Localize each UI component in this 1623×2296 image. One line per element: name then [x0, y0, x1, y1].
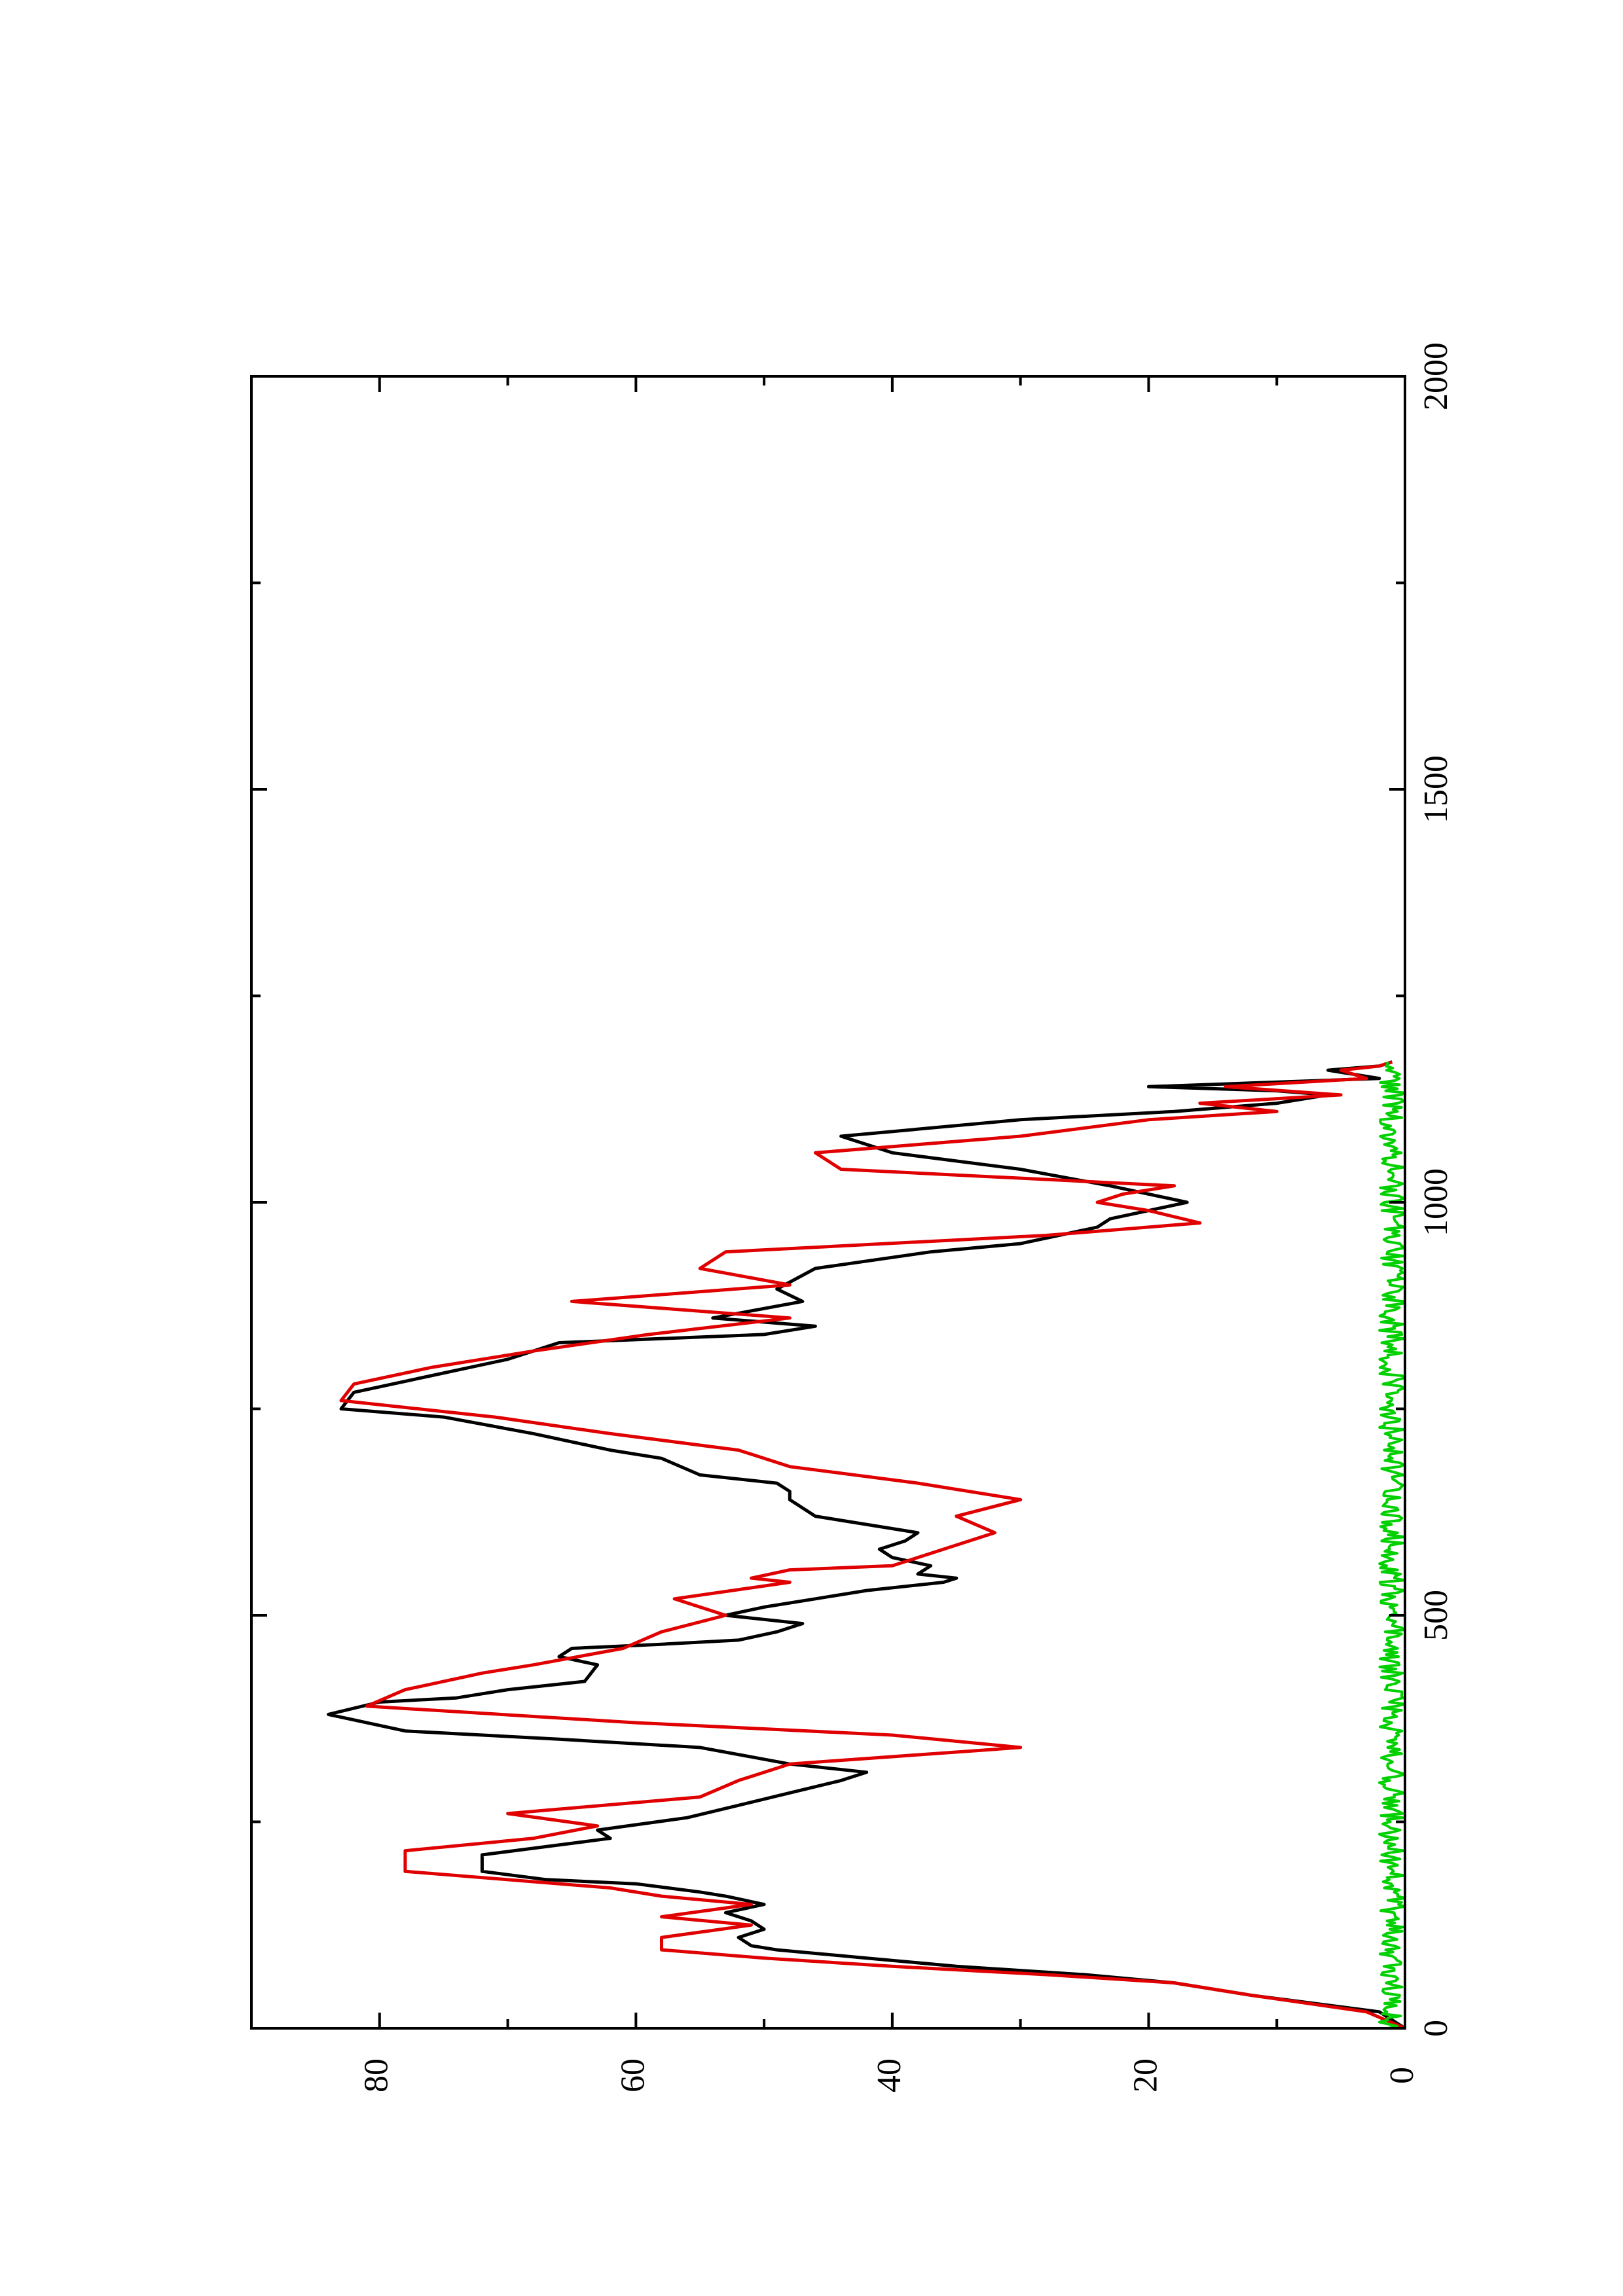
series-line-0 [327, 1060, 1406, 2030]
y-tick-label-2: 40 [871, 2058, 908, 2092]
series-line-1 [339, 1060, 1406, 2030]
series-line-2 [1377, 1061, 1406, 2030]
x-tick-label-0: 0 [1417, 2020, 1455, 2037]
x-tick-label-1: 500 [1417, 1590, 1455, 1641]
y-tick-label-1: 20 [1127, 2058, 1164, 2092]
y-tick-label-3: 60 [614, 2058, 651, 2092]
plot-area: 0 500 1000 1500 2000 0 20 40 60 80 [250, 342, 1455, 2092]
x-tick-label-2: 1000 [1417, 1168, 1455, 1236]
y-tick-label-0: 0 [1383, 2067, 1421, 2084]
x-tick-label-4: 2000 [1417, 342, 1455, 410]
y-tick-label-4: 80 [358, 2058, 395, 2092]
x-tick-label-3: 1500 [1417, 755, 1455, 823]
